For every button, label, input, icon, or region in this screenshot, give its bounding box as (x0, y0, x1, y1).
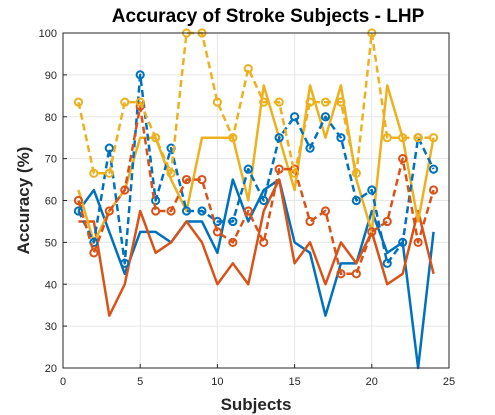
data-point (428, 133, 439, 143)
data-point (413, 133, 423, 143)
data-point (120, 185, 130, 195)
data-point (181, 174, 192, 185)
data-point (382, 258, 392, 268)
x-tick-label: 0 (60, 376, 66, 388)
y-axis-label: Accuracy (%) (14, 147, 33, 255)
data-point (135, 97, 145, 107)
data-point (73, 195, 84, 206)
y-tick-label: 20 (45, 363, 57, 375)
data-point (336, 269, 346, 279)
data-point (135, 70, 145, 80)
data-point (320, 97, 331, 107)
data-point (398, 133, 408, 143)
data-point (259, 195, 269, 206)
series-2 (78, 178, 435, 317)
data-point (181, 206, 192, 216)
y-tick-label: 100 (39, 28, 57, 40)
series-6 (73, 28, 439, 178)
data-point (197, 174, 207, 185)
data-point (228, 133, 238, 143)
data-point (120, 97, 130, 107)
y-tick-label: 70 (45, 154, 57, 166)
data-point (290, 168, 300, 178)
data-point (367, 185, 377, 195)
data-point (305, 97, 315, 107)
series-line (77, 178, 435, 370)
y-tick-label: 90 (45, 70, 57, 82)
series-line (78, 178, 435, 317)
data-point (166, 168, 176, 178)
data-point (243, 206, 253, 216)
y-tick-label: 60 (45, 196, 57, 208)
data-point (89, 237, 99, 247)
data-point (320, 206, 331, 216)
data-point (274, 133, 284, 143)
data-point (428, 185, 439, 195)
series-3 (77, 84, 435, 244)
data-point (259, 97, 269, 107)
data-point (382, 133, 392, 143)
series-5 (73, 101, 439, 279)
data-point (336, 97, 346, 107)
data-point (305, 143, 315, 153)
y-tick-label: 50 (45, 237, 57, 249)
data-point (382, 216, 392, 227)
x-tick-label: 5 (137, 376, 143, 388)
data-point (428, 164, 439, 174)
x-tick-label: 10 (211, 376, 223, 388)
y-tick-label: 80 (45, 112, 57, 124)
series-layer (73, 28, 439, 370)
data-point (212, 97, 222, 107)
series-1 (77, 178, 435, 370)
data-point (274, 164, 284, 174)
data-point (305, 216, 315, 227)
data-point (104, 206, 114, 216)
x-tick-label: 25 (443, 376, 455, 388)
data-point (73, 97, 84, 107)
data-point (351, 195, 361, 206)
data-point (398, 237, 408, 247)
data-point (228, 216, 238, 227)
data-point (367, 227, 377, 237)
series-line (77, 31, 434, 175)
data-point (398, 154, 408, 164)
data-point (120, 258, 130, 268)
data-point (89, 168, 99, 178)
data-point (89, 248, 99, 258)
data-point (351, 269, 361, 279)
y-tick-label: 40 (45, 279, 57, 291)
data-point (336, 133, 346, 143)
y-tick-label: 30 (45, 321, 57, 333)
data-point (351, 168, 361, 178)
x-axis-label: Subjects (221, 395, 292, 414)
data-point (259, 237, 269, 247)
data-point (274, 97, 284, 107)
data-point (104, 168, 114, 178)
x-tick-label: 20 (366, 376, 378, 388)
ticks: 0 5 10 15 20 25 20 30 40 50 60 70 80 90 100 (39, 28, 455, 388)
data-point (212, 216, 222, 227)
data-point (151, 206, 161, 216)
chart-title: Accuracy of Stroke Subjects - LHP (112, 6, 425, 27)
series-line (77, 73, 435, 265)
data-point (320, 112, 331, 122)
data-point (413, 237, 423, 247)
data-point (151, 133, 161, 143)
data-point (243, 164, 253, 174)
data-point (228, 237, 238, 247)
data-point (290, 112, 300, 122)
data-point (197, 206, 207, 216)
series-line (77, 84, 435, 244)
data-point (166, 206, 176, 216)
data-point (104, 143, 114, 153)
x-tick-label: 15 (288, 376, 300, 388)
data-point (212, 227, 222, 237)
data-point (243, 63, 253, 74)
